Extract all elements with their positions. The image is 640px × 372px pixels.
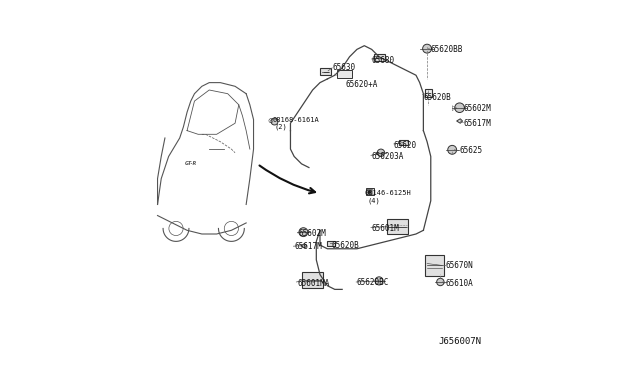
- Text: 65625: 65625: [460, 147, 483, 155]
- Text: 65617M: 65617M: [464, 119, 492, 128]
- Bar: [425, 255, 444, 276]
- Text: 65620BB: 65620BB: [431, 45, 463, 54]
- Bar: [337, 70, 352, 78]
- Text: ▣: ▣: [365, 187, 372, 196]
- Bar: [321, 68, 331, 75]
- Text: GT-R: GT-R: [185, 161, 197, 166]
- Circle shape: [436, 278, 444, 286]
- Bar: [374, 54, 385, 61]
- Bar: [399, 140, 408, 145]
- Circle shape: [448, 145, 456, 154]
- Circle shape: [422, 44, 431, 53]
- Bar: [327, 241, 335, 246]
- Circle shape: [455, 103, 465, 112]
- Polygon shape: [456, 119, 463, 123]
- Text: 65610A: 65610A: [445, 279, 474, 288]
- Text: (4): (4): [367, 198, 380, 204]
- Text: 656203A: 656203A: [372, 152, 404, 161]
- Text: 65601MA: 65601MA: [297, 279, 330, 288]
- Text: (2): (2): [275, 124, 288, 130]
- Circle shape: [375, 277, 383, 285]
- Text: ⊙: ⊙: [268, 118, 273, 124]
- Text: 65680: 65680: [372, 56, 395, 65]
- Polygon shape: [301, 244, 307, 248]
- Circle shape: [299, 228, 308, 237]
- Text: 65620+A: 65620+A: [346, 80, 378, 89]
- Text: 65630: 65630: [333, 63, 356, 72]
- Text: 08146-6125H: 08146-6125H: [364, 190, 411, 196]
- Text: J656007N: J656007N: [438, 337, 481, 346]
- Bar: [303, 272, 323, 288]
- Text: ▷: ▷: [452, 105, 458, 111]
- Text: 65670N: 65670N: [445, 261, 474, 270]
- Text: 65602M: 65602M: [464, 104, 492, 113]
- Text: 65620: 65620: [394, 141, 417, 150]
- Text: 65602M: 65602M: [299, 230, 326, 238]
- Text: 65620B: 65620B: [331, 241, 359, 250]
- Text: 65617M: 65617M: [294, 243, 322, 251]
- Bar: [424, 89, 432, 97]
- Text: 65601M: 65601M: [372, 224, 399, 233]
- Circle shape: [377, 149, 385, 157]
- Text: 65620BC: 65620BC: [357, 278, 389, 287]
- Text: 08168-6161A: 08168-6161A: [272, 116, 319, 122]
- Bar: [366, 188, 374, 195]
- Bar: [387, 219, 408, 234]
- Text: 65620B: 65620B: [424, 93, 451, 102]
